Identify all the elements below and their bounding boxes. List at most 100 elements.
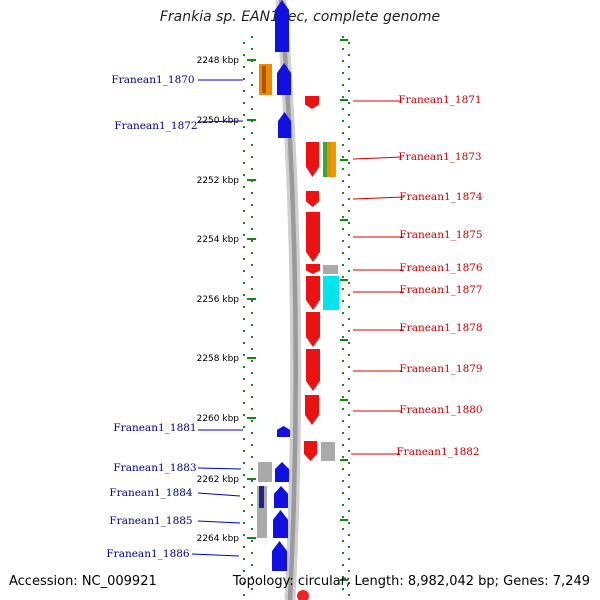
scale-dot (342, 192, 344, 194)
scale-dot (348, 306, 350, 308)
scale-dot (243, 258, 245, 260)
tick-label: 2264 kbp (197, 534, 240, 544)
scale-dot (348, 366, 350, 368)
orange-feature-box (331, 142, 336, 177)
scale-dot (342, 384, 344, 386)
scale-dot (251, 480, 253, 482)
scale-dot (348, 546, 350, 548)
scale-dot (342, 516, 344, 518)
gene-label-left: Franean1_1872 (114, 120, 197, 132)
scale-dot (348, 534, 350, 536)
scale-dot (251, 240, 253, 242)
scale-dot (342, 264, 344, 266)
scale-dot (348, 474, 350, 476)
green-feature-box (323, 142, 327, 177)
scale-dot (251, 48, 253, 50)
scale-dot (348, 450, 350, 452)
scale-dot (342, 588, 344, 590)
leader-line-left (191, 553, 240, 557)
scale-dot (348, 90, 350, 92)
scale-dot (348, 42, 350, 44)
scale-dot (251, 336, 253, 338)
scale-dot (251, 312, 253, 314)
scale-dot (243, 270, 245, 272)
scale-dot (251, 540, 253, 542)
forward-gene-arrow (274, 486, 288, 508)
scale-dot (342, 564, 344, 566)
scale-dot (342, 72, 344, 74)
scale-dot (348, 462, 350, 464)
scale-dot (251, 96, 253, 98)
forward-gene-arrow (275, 462, 289, 482)
map-title: Frankia sp. EAN1pec, complete genome (159, 9, 441, 25)
scale-dot (251, 396, 253, 398)
gene-label-left: Franean1_1885 (109, 515, 192, 527)
scale-dot (348, 318, 350, 320)
scale-dot (342, 420, 344, 422)
scale-dot (348, 378, 350, 380)
scale-dot (243, 570, 245, 572)
accession-text: Accession: NC_009921 (9, 574, 157, 589)
reverse-gene-arrow (306, 264, 320, 274)
scale-dot (348, 66, 350, 68)
scale-dot (251, 408, 253, 410)
scale-dot (251, 516, 253, 518)
scale-dot (348, 78, 350, 80)
scale-dot (348, 258, 350, 260)
scale-dot (251, 324, 253, 326)
gene-label-right: Franean1_1880 (399, 404, 482, 416)
scale-dot (342, 372, 344, 374)
scale-dot (348, 102, 350, 104)
scale-dot (348, 198, 350, 200)
scale-dot (243, 366, 245, 368)
scale-dot (348, 570, 350, 572)
scale-dot (342, 96, 344, 98)
scale-dot (251, 192, 253, 194)
scale-dot (348, 126, 350, 128)
scale-dot (342, 396, 344, 398)
gene-label-right: Franean1_1876 (399, 262, 483, 274)
genome-stats-text: Topology: circular; Length: 8,982,042 bp… (232, 574, 590, 589)
scale-dot (348, 342, 350, 344)
scale-dot (251, 216, 253, 218)
scale-dot (348, 54, 350, 56)
scale-dot (348, 402, 350, 404)
forward-gene-arrow (277, 63, 291, 95)
scale-dot (243, 462, 245, 464)
scale-dot (348, 438, 350, 440)
scale-dot (342, 108, 344, 110)
reverse-gene-arrow (304, 441, 317, 461)
scale-dot (251, 504, 253, 506)
scale-dot (251, 576, 253, 578)
scale-dot (342, 576, 344, 578)
scale-dot (251, 264, 253, 266)
scale-dot (243, 150, 245, 152)
scale-dot (342, 120, 344, 122)
scale-dot (348, 558, 350, 560)
scale-dot (342, 180, 344, 182)
scale-dot (243, 450, 245, 452)
scale-dot (251, 156, 253, 158)
scale-dot (251, 468, 253, 470)
reverse-gene-arrow (305, 96, 319, 109)
scale-dot (348, 174, 350, 176)
scale-dot (243, 174, 245, 176)
scale-dot (243, 234, 245, 236)
scale-dot (243, 582, 245, 584)
scale-dot (251, 168, 253, 170)
scale-dot (342, 468, 344, 470)
gene-label-right: Franean1_1875 (399, 229, 482, 241)
scale-dot (348, 150, 350, 152)
scale-dot (243, 126, 245, 128)
gene-label-right: Franean1_1874 (399, 191, 483, 203)
reverse-gene-arrow (306, 312, 320, 347)
reverse-gene-arrow (306, 191, 319, 207)
scale-dot (243, 438, 245, 440)
scale-dot (251, 444, 253, 446)
scale-dot (251, 420, 253, 422)
scale-dot (251, 456, 253, 458)
forward-gene-arrow (273, 510, 288, 538)
gene-label-left: Franean1_1886 (106, 548, 190, 560)
scale-dot (348, 294, 350, 296)
scale-dot (342, 132, 344, 134)
